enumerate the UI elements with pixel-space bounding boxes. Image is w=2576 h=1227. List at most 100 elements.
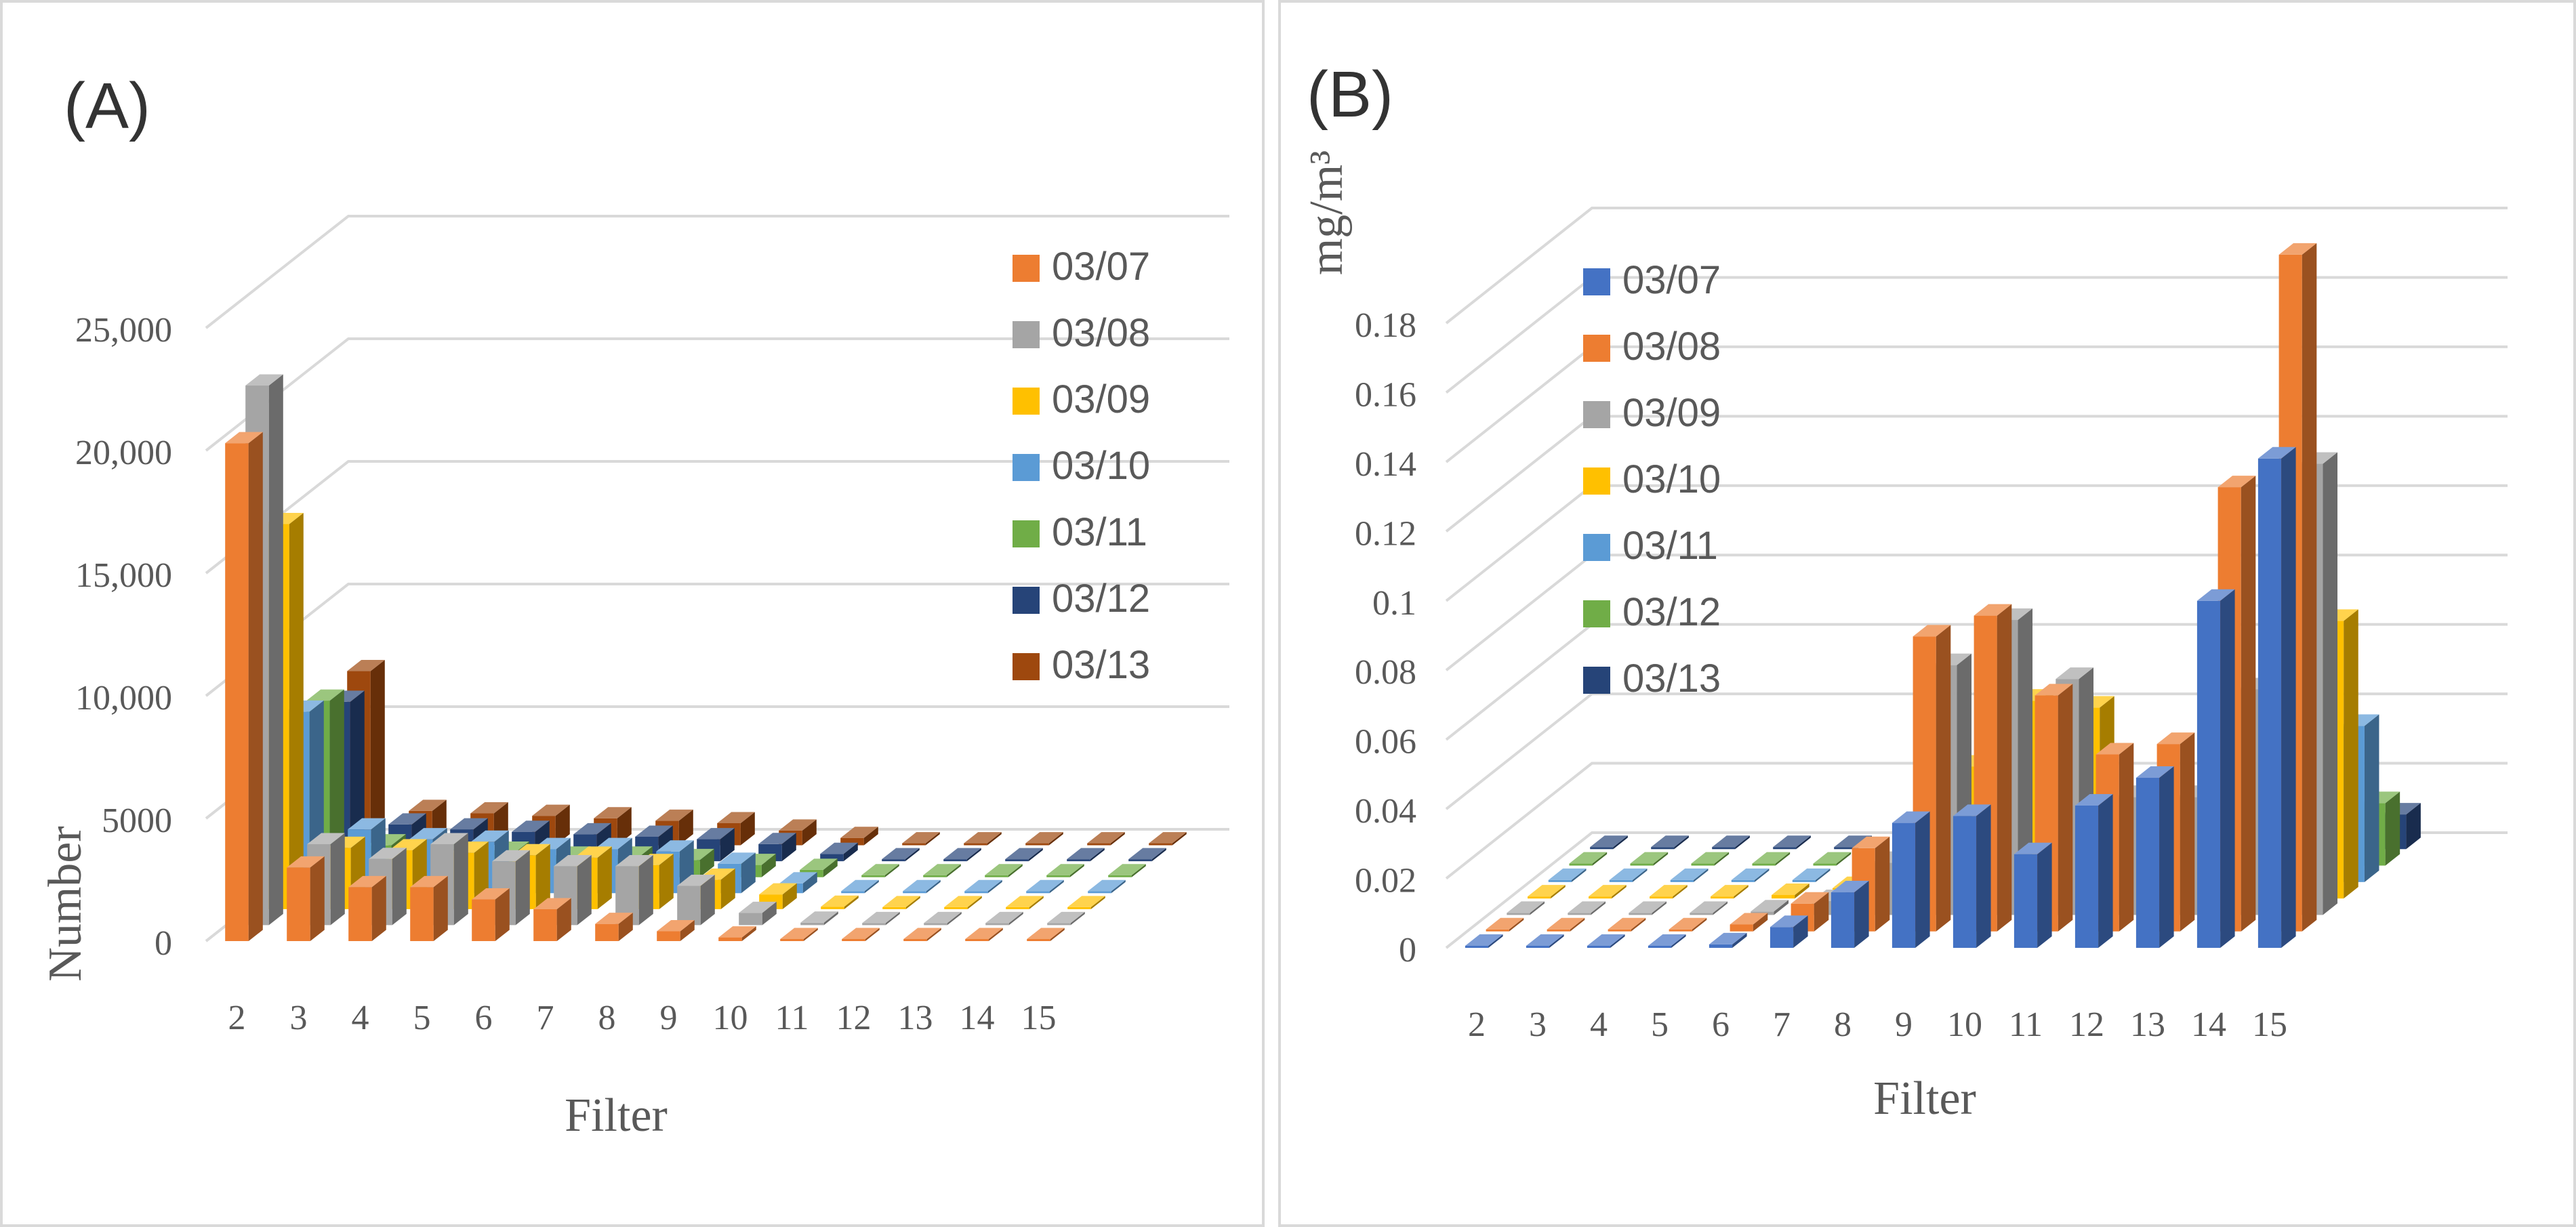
bar-03/10-15 (1088, 879, 1126, 894)
y-tick-label-8: 0.16 (1355, 375, 1416, 414)
x-tick-label-5: 5 (413, 999, 431, 1037)
bar-03/08-2 (1486, 917, 1524, 932)
y-axis-title: Number (39, 826, 91, 981)
x-tick-label-14: 14 (960, 999, 995, 1037)
bar-03/13-15 (1149, 832, 1187, 846)
y-tick-label-1: 5000 (102, 802, 172, 840)
bar-03/11-6 (1792, 868, 1831, 882)
bar-03/07-15 (2257, 446, 2296, 948)
y-tick-label-5: 0.1 (1372, 584, 1416, 623)
chart-a: 0 5000 10,000 15,000 20,000 25,000 2 3 4 5 6 7 8 9 10 1… (39, 70, 1229, 1142)
legend-swatch (1583, 667, 1610, 694)
bar-03/11-5 (1731, 868, 1770, 882)
bar-03/13-2 (1590, 835, 1628, 850)
bar-03/07-2 (225, 432, 263, 941)
y-tick-label-3: 0.06 (1355, 723, 1416, 762)
bar-03/11-14 (1046, 864, 1084, 877)
x-tick-label-6: 6 (475, 999, 493, 1037)
legend-label: 03/10 (1052, 444, 1150, 488)
x-tick-label-4: 4 (352, 999, 369, 1037)
x-axis-title: Filter (1873, 1073, 1976, 1125)
bar-03/09-2 (1507, 901, 1545, 915)
bar-03/07-3 (1526, 934, 1564, 948)
bar-03/10-6 (1772, 883, 1810, 899)
bar-03/11-2 (1548, 868, 1587, 882)
bar-03/09-6 (1751, 900, 1789, 915)
legend-label: 03/08 (1622, 325, 1721, 369)
y-tick-label-4: 0.08 (1355, 653, 1416, 692)
y-tick-labels: 0 5000 10,000 15,000 20,000 25,000 (75, 311, 172, 963)
y-tick-label-1: 0.02 (1355, 862, 1416, 900)
x-tick-label-11: 11 (2009, 1005, 2043, 1044)
x-tick-label-14: 14 (2191, 1005, 2226, 1044)
legend-swatch (1583, 268, 1610, 295)
bar-03/11-11 (861, 864, 899, 877)
bar-03/10-11 (841, 879, 879, 894)
y-tick-label-0: 0 (155, 924, 172, 963)
x-tick-label-6: 6 (1712, 1005, 1730, 1044)
bar-03/07-9 (1892, 811, 1930, 948)
x-tick-label-13: 13 (2130, 1005, 2165, 1044)
bar-03/08-5 (1669, 917, 1707, 932)
legend-swatch (1013, 255, 1040, 282)
legend-item-03/07: 03/07 (1013, 245, 1150, 289)
legend-swatch (1013, 587, 1040, 614)
legend-item-03/10: 03/10 (1583, 457, 1721, 501)
bar-03/07-10 (1953, 804, 1991, 948)
bar-03/11-15 (1108, 864, 1146, 877)
x-tick-labels: 2 3 4 5 6 7 8 9 10 11 12 13 14 15 (1468, 1005, 2287, 1044)
bar-03/07-12 (842, 928, 880, 941)
bar-03/13-12 (964, 832, 1002, 846)
legend-item-03/11: 03/11 (1013, 510, 1147, 554)
x-tick-label-8: 8 (1834, 1005, 1852, 1044)
y-tick-label-2: 0.04 (1355, 792, 1416, 831)
chart-b-svg: 0 0.02 0.04 0.06 0.08 0.1 0.12 0.14 0.16 0.18 2 3 4 5… (1301, 58, 2508, 1125)
bar-03/08-9 (1913, 625, 1951, 932)
legend-swatch (1583, 401, 1610, 428)
legend-item-03/13: 03/13 (1013, 643, 1150, 687)
legend-item-03/07: 03/07 (1583, 258, 1721, 302)
bar-03/13-5 (1773, 835, 1811, 850)
bars (1465, 243, 2421, 948)
bar-03/09-14 (1006, 896, 1044, 909)
legend-swatch (1583, 534, 1610, 561)
gridline-5 (205, 215, 1229, 329)
bar-03/09-12 (882, 896, 920, 909)
series-03/13 (347, 660, 1187, 846)
legend-label: 03/12 (1052, 577, 1150, 621)
legend-item-03/08: 03/08 (1583, 325, 1721, 369)
y-axis-title: mg/m³ (1301, 150, 1353, 275)
bar-03/13-3 (1651, 835, 1689, 850)
legend-label: 03/11 (1052, 510, 1147, 554)
bar-03/07-5 (1648, 934, 1686, 948)
bar-03/07-4 (1587, 934, 1625, 948)
legend-label: 03/13 (1052, 643, 1150, 687)
x-tick-label-12: 12 (836, 999, 872, 1037)
legend-swatch (1013, 454, 1040, 481)
chart-panel-a: 0 5000 10,000 15,000 20,000 25,000 2 3 4 5 6 7 8 9 10 1… (0, 0, 1265, 1227)
y-tick-label-3: 15,000 (75, 556, 172, 595)
bar-03/08-15 (1047, 911, 1085, 926)
legend-swatch (1013, 520, 1040, 547)
bar-03/07-2 (1465, 934, 1503, 948)
bar-03/12-11 (882, 848, 920, 862)
x-tick-label-13: 13 (898, 999, 933, 1037)
bar-03/07-7 (533, 898, 571, 941)
legend-item-03/13: 03/13 (1583, 657, 1721, 701)
legend-item-03/11: 03/11 (1583, 524, 1718, 568)
bar-03/08-8 (615, 855, 653, 926)
bar-03/07-3 (287, 856, 325, 941)
bar-03/11-13 (985, 864, 1023, 877)
x-tick-label-3: 3 (1529, 1005, 1547, 1044)
legend-item-03/09: 03/09 (1013, 377, 1150, 421)
x-tick-labels: 2 3 4 5 6 7 8 9 10 11 12 13 14 15 (228, 999, 1057, 1037)
legend-item-03/12: 03/12 (1583, 590, 1721, 634)
bar-03/08-9 (677, 875, 715, 926)
legend-label: 03/09 (1052, 377, 1150, 421)
series-03/08 (245, 374, 1085, 926)
bar-03/12-5 (1752, 852, 1791, 866)
bar-03/12-10 (820, 842, 858, 862)
bar-03/07-14 (965, 928, 1003, 941)
legend-label: 03/13 (1622, 657, 1721, 701)
bar-03/10-4 (1650, 885, 1688, 899)
